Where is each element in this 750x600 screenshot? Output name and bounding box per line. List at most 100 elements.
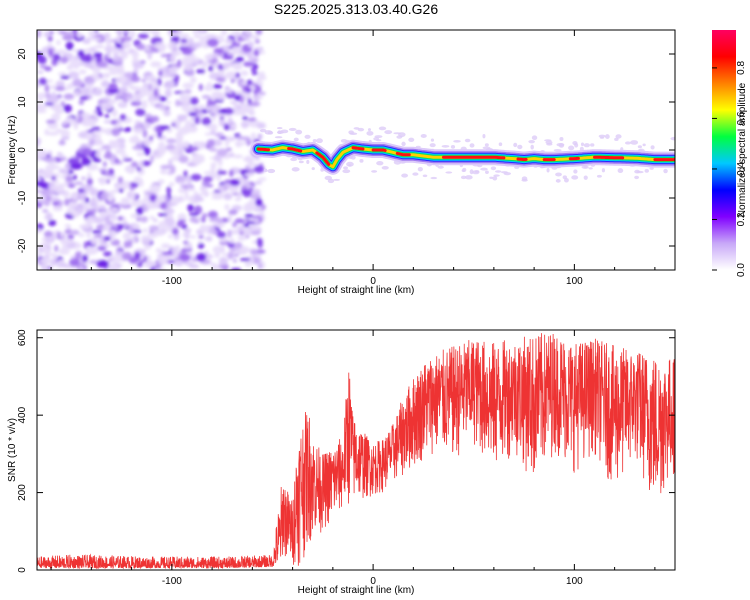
noise-blob: [177, 114, 189, 118]
noise-blob: [179, 253, 191, 262]
ridge-speckle: [469, 143, 475, 148]
noise-blob: [221, 217, 229, 223]
noise-blob: [224, 38, 234, 45]
noise-blob: [78, 99, 85, 106]
noise-blob: [242, 189, 252, 198]
ridge-speckle: [464, 175, 473, 180]
noise-blob: [82, 254, 88, 263]
noise-blob: [215, 77, 225, 82]
noise-blob: [178, 42, 190, 47]
ridge-speckle: [636, 170, 644, 174]
noise-blob: [38, 257, 51, 265]
noise-blob: [258, 71, 266, 79]
noise-blob: [112, 256, 124, 262]
noise-blob: [150, 115, 160, 123]
noise-blob: [118, 100, 126, 106]
noise-blob: [38, 77, 48, 86]
noise-blob: [179, 92, 185, 101]
ridge-speckle: [513, 142, 518, 148]
ridge-speckle: [568, 145, 575, 151]
noise-blob: [165, 100, 172, 105]
ridge-speckle: [464, 138, 471, 143]
noise-blob: [155, 128, 161, 134]
noise-blob: [64, 198, 70, 206]
noise-blob: [78, 224, 91, 230]
noise-blob: [149, 215, 155, 220]
noise-blob: [234, 196, 241, 202]
noise-blob: [206, 139, 215, 148]
ridge-core-red: [593, 155, 625, 160]
noise-blob: [242, 203, 254, 213]
ridge-speckle: [642, 143, 646, 147]
noise-blob: [209, 72, 220, 80]
noise-blob: [89, 59, 98, 69]
noise-blob: [185, 63, 195, 69]
ridge-speckle: [381, 165, 389, 170]
noise-blob: [66, 207, 73, 215]
noise-blob: [120, 181, 131, 186]
ridge-speckle: [650, 145, 655, 150]
noise-blob: [171, 36, 181, 40]
ridge-speckle: [573, 169, 578, 174]
noise-blob: [232, 221, 238, 228]
noise-blob: [101, 96, 111, 102]
noise-blob: [72, 174, 77, 180]
noise-blob: [37, 55, 47, 65]
noise-blob: [86, 48, 92, 52]
noise-blob: [109, 66, 119, 76]
ridge-speckle: [430, 138, 435, 142]
noise-blob: [59, 232, 65, 238]
noise-blob: [166, 186, 172, 195]
ridge-speckle: [453, 139, 461, 143]
ridge-speckle: [544, 139, 552, 142]
noise-blob: [107, 263, 119, 270]
noise-blob: [86, 217, 96, 222]
noise-blob: [244, 36, 250, 42]
noise-blob: [212, 245, 225, 254]
ridge-speckle: [598, 134, 606, 138]
noise-blob: [142, 228, 148, 233]
noise-blob: [245, 87, 252, 94]
noise-blob: [103, 223, 111, 231]
noise-blob: [74, 89, 80, 97]
noise-blob: [131, 50, 139, 59]
noise-blob: [98, 168, 108, 172]
noise-blob: [85, 118, 97, 127]
noise-blob: [147, 82, 153, 91]
ridge-speckle: [528, 139, 535, 144]
spectrogram-y-axis: -20 -10 0 10 20: [17, 48, 675, 253]
noise-blob: [258, 91, 266, 96]
ridge-speckle: [558, 143, 565, 148]
noise-blob: [231, 42, 241, 48]
noise-blob: [208, 65, 214, 72]
noise-blob: [187, 37, 194, 46]
noise-blob: [227, 214, 233, 223]
noise-blob: [106, 258, 113, 262]
noise-blob: [241, 104, 251, 112]
noise-blob: [50, 84, 56, 90]
noise-blob: [164, 71, 172, 77]
noise-blob: [43, 230, 53, 238]
noise-blob: [196, 252, 207, 262]
noise-blob: [76, 206, 84, 215]
noise-blob: [180, 38, 188, 44]
ridge-speckle: [343, 166, 348, 170]
noise-blob: [243, 156, 255, 160]
noise-blob: [149, 194, 158, 203]
ridge-speckle: [312, 138, 317, 143]
noise-blob: [121, 153, 129, 159]
noise-blob: [42, 209, 49, 213]
noise-blob: [130, 86, 138, 91]
noise-blob: [240, 120, 250, 129]
noise-blob: [73, 123, 79, 130]
noise-blob: [240, 70, 249, 77]
ridge-speckle: [342, 169, 351, 174]
noise-blob: [50, 179, 59, 184]
noise-blob: [198, 235, 204, 239]
noise-blob: [109, 82, 118, 91]
ridge-speckle: [333, 178, 341, 181]
ridge-speckle: [373, 137, 380, 141]
colorbar-tick-label: 0.4: [736, 162, 747, 176]
noise-blob: [59, 138, 65, 146]
noise-blob: [250, 132, 257, 141]
